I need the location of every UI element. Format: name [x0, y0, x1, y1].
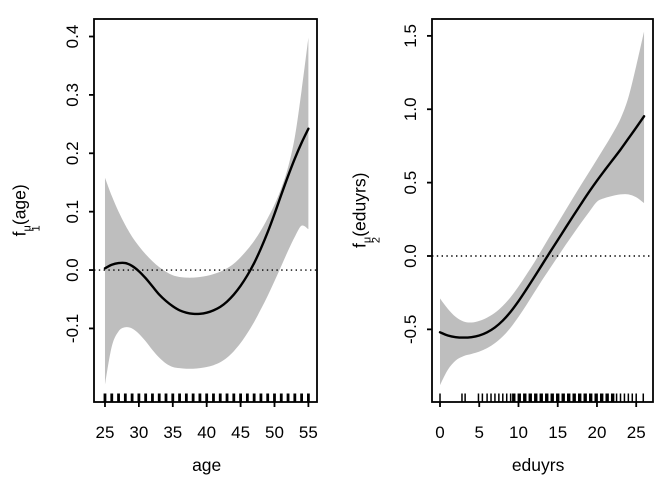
y-axis-tick-label: 0.0: [63, 258, 82, 282]
x-axis-title: age: [192, 455, 221, 475]
x-axis-tick-label: 15: [548, 423, 567, 442]
y-axis-tick-label: -0.5: [401, 315, 420, 344]
plot-box: [93, 18, 318, 403]
x-axis-tick-label: 5: [475, 423, 484, 442]
y-axis-tick-label: 0.4: [63, 25, 82, 49]
x-axis-tick-label: 45: [231, 423, 250, 442]
y-axis-tick-label: -0.1: [63, 314, 82, 343]
x-axis-tick-label: 35: [163, 423, 182, 442]
y-axis-tick-label: 0.3: [63, 83, 82, 107]
x-axis-tick-label: 30: [129, 423, 148, 442]
x-axis-tick-label: 50: [265, 423, 284, 442]
x-axis-title: eduyrs: [512, 455, 565, 475]
y-axis-tick-label: 0.2: [63, 141, 82, 165]
panel-right: 0 5 10 15 20 25 -0.5 0.0 0.5 1.0 1.5 eduyrs: [401, 18, 654, 475]
confidence-band: [104, 37, 309, 385]
y-axis-tick-label: 0.1: [63, 200, 82, 224]
y-axis-tick-label: 0.5: [401, 171, 420, 195]
x-axis-tick-label: 25: [627, 423, 646, 442]
plot-box: [431, 18, 654, 403]
rug-marks: [439, 393, 645, 402]
x-axis-tick-label: 25: [96, 423, 115, 442]
y-axis-tick-label: 1.5: [401, 24, 420, 48]
confidence-band: [440, 31, 645, 386]
x-axis-tick-label: 55: [299, 423, 318, 442]
x-axis-tick-label: 20: [588, 423, 607, 442]
rug-marks: [103, 393, 310, 402]
panel-left: 25 30 35 40 45 50 55 -0.1 0.0 0.1 0.2 0.3 0.4 age: [63, 18, 318, 475]
x-axis-tick-label: 40: [197, 423, 216, 442]
y-axis-tick-label: 0.0: [401, 244, 420, 268]
x-axis-tick-label: 0: [435, 423, 444, 442]
smooth-fit-line: [103, 127, 310, 316]
smooth-fit-line: [438, 115, 646, 339]
y-axis-tick-label: 1.0: [401, 97, 420, 121]
x-axis-tick-label: 10: [509, 423, 528, 442]
